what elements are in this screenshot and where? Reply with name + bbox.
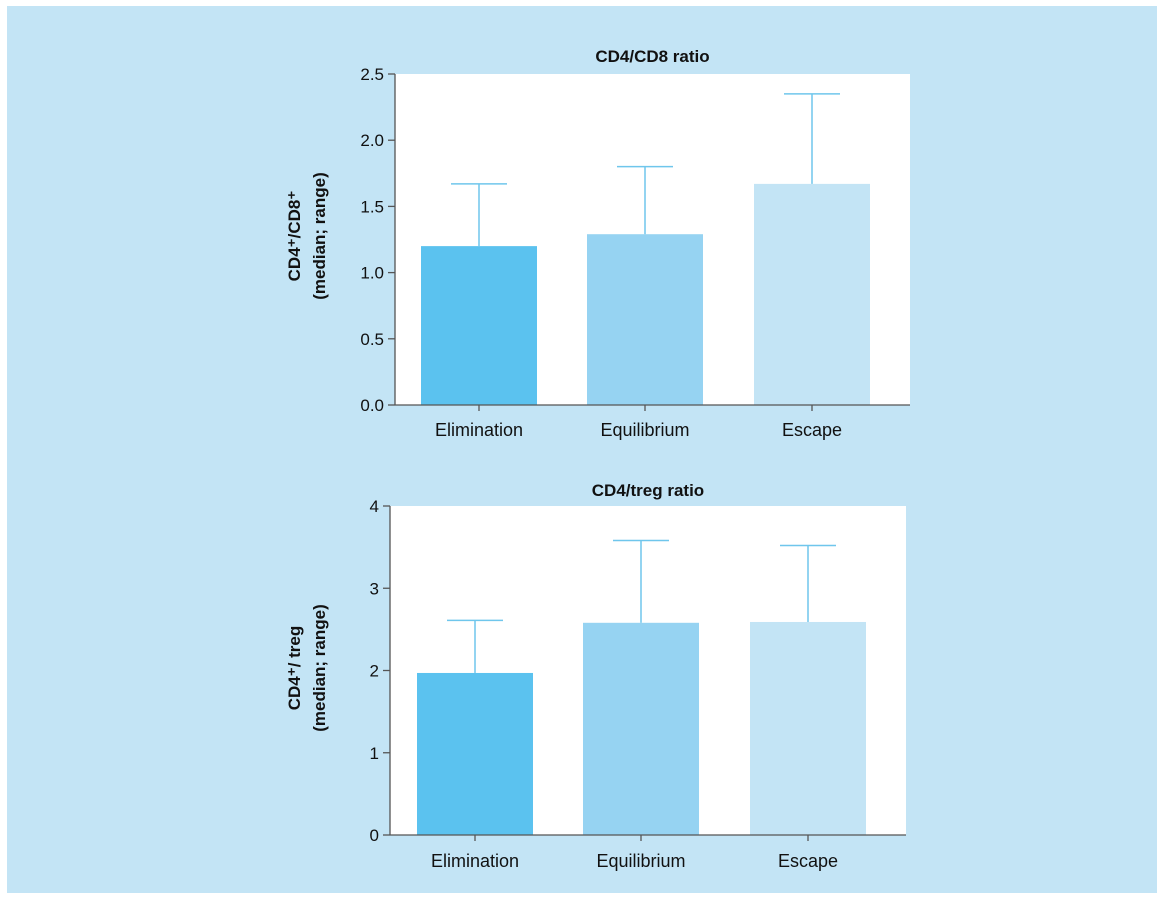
bar-escape (754, 183, 870, 405)
bar-elimination (417, 672, 533, 835)
y-tick-label: 1.0 (360, 264, 384, 283)
y-axis-label: (median; range) (310, 604, 329, 732)
y-tick-label: 1 (370, 744, 379, 763)
y-tick-label: 2.5 (360, 65, 384, 84)
x-tick-label: Escape (782, 420, 842, 440)
y-axis-label: (median; range) (310, 172, 329, 300)
figure-panel: CD4/CD8 ratio CD4⁺/CD8⁺ (median; range) Eli… (7, 6, 1157, 893)
y-tick-label: 3 (370, 579, 379, 598)
chart-title: CD4/CD8 ratio (595, 47, 709, 66)
x-tick-label: Elimination (431, 851, 519, 871)
x-tick-label: Elimination (435, 420, 523, 440)
x-tick-label: Equilibrium (600, 420, 689, 440)
bar-elimination (421, 246, 537, 405)
bar-equilibrium (587, 234, 703, 405)
chart-title: CD4/treg ratio (592, 481, 704, 500)
y-tick-label: 2 (370, 662, 379, 681)
chart-2: CD4/treg ratio CD4⁺/ treg (median; range) E… (285, 481, 906, 871)
y-tick-label: 0 (370, 826, 379, 845)
y-axis-label: CD4⁺/CD8⁺ (285, 191, 304, 282)
chart-1: CD4/CD8 ratio CD4⁺/CD8⁺ (median; range) Eli… (285, 47, 910, 440)
charts-svg: CD4/CD8 ratio CD4⁺/CD8⁺ (median; range) Eli… (285, 47, 910, 871)
y-tick-label: 1.5 (360, 197, 384, 216)
x-tick-label: Equilibrium (596, 851, 685, 871)
bar-escape (750, 621, 866, 835)
bar-equilibrium (583, 622, 699, 835)
x-tick-label: Escape (778, 851, 838, 871)
y-tick-label: 0.5 (360, 330, 384, 349)
y-tick-label: 4 (370, 497, 379, 516)
y-tick-label: 2.0 (360, 131, 384, 150)
y-tick-label: 0.0 (360, 396, 384, 415)
y-axis-label: CD4⁺/ treg (285, 626, 304, 711)
